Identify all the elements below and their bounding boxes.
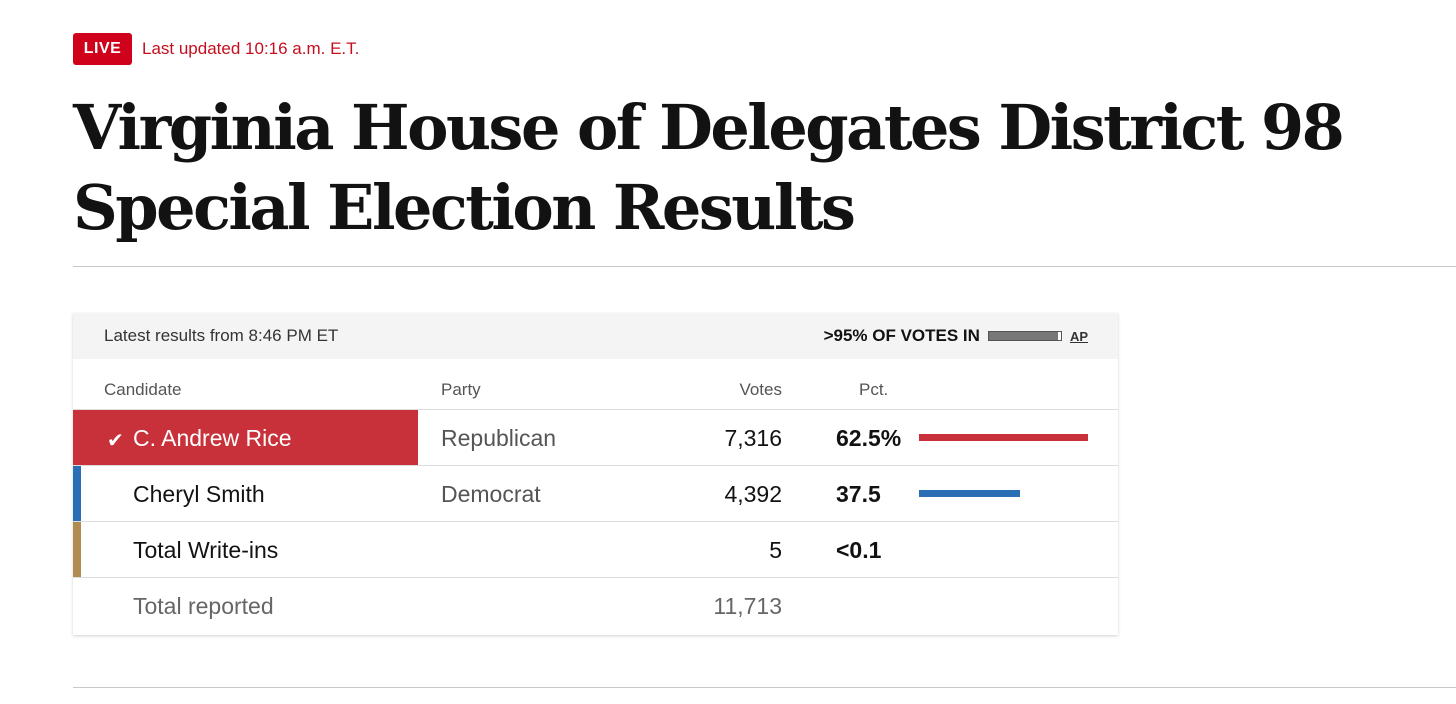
candidate-votes: 4,392 [724,481,782,507]
table-row: Cheryl Smith Democrat 4,392 37.5 [73,466,1118,522]
live-badge: LIVE [73,33,132,65]
last-updated: Last updated 10:16 a.m. E.T. [142,39,360,58]
candidate-cell: ✔ C. Andrew Rice [73,410,418,465]
candidate-name: Total Write-ins [133,537,279,563]
vote-share-bar [919,490,1020,497]
reporting-progress-fill [988,332,1059,340]
header-party: Party [441,380,481,399]
candidate-name: C. Andrew Rice [133,425,292,451]
total-votes: 11,713 [713,593,782,619]
header-votes: Votes [739,380,782,399]
candidate-cell: Cheryl Smith [73,466,418,521]
votes-in-label: >95% OF VOTES IN [823,326,980,345]
vote-share-bar [919,434,1088,441]
candidate-pct: 37.5 [836,481,881,507]
candidate-name: Cheryl Smith [133,481,265,507]
divider [73,266,1456,267]
winner-check-icon: ✔ [107,430,124,452]
results-header: Latest results from 8:46 PM ET >95% OF V… [73,313,1118,359]
total-row: Total reported 11,713 [73,578,1118,634]
header-pct: Pct. [859,380,889,399]
source-link-ap[interactable]: AP [1069,328,1088,344]
candidate-party: Democrat [441,481,541,507]
total-label: Total reported [133,593,274,619]
live-status: LIVE Last updated 10:16 a.m. E.T. [73,33,359,65]
column-headers: Candidate Party Votes Pct. [73,359,1118,410]
candidate-cell: Total Write-ins [73,522,418,577]
candidate-party: Republican [441,425,557,451]
candidate-votes: 7,316 [724,425,782,451]
reporting-progress-bar [987,331,1062,341]
page-title: Virginia House of Delegates District 98 … [73,91,1345,244]
header-candidate: Candidate [104,380,182,399]
candidate-pct: <0.1 [836,537,882,563]
party-color-strip [73,522,81,577]
party-color-strip [73,466,81,521]
candidate-pct: 62.5% [836,425,902,451]
table-row: Total Write-ins 5 <0.1 [73,522,1118,578]
table-row: ✔ C. Andrew Rice Republican 7,316 62.5% [73,410,1118,466]
results-table: Latest results from 8:46 PM ET >95% OF V… [73,313,1118,635]
latest-results-timestamp: Latest results from 8:46 PM ET [104,326,339,345]
divider [73,687,1456,688]
votes-in-status: >95% OF VOTES IN AP [824,326,1088,346]
candidate-votes: 5 [769,537,782,563]
